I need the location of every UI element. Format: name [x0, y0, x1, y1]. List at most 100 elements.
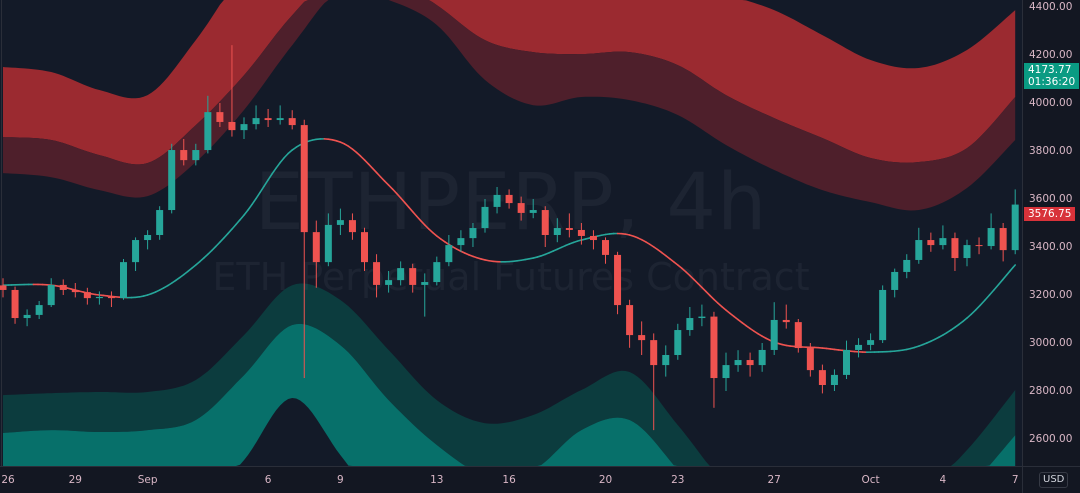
candle [867, 333, 874, 350]
candle [662, 345, 669, 376]
candle [686, 307, 693, 336]
candle [397, 261, 404, 285]
candle-body [590, 236, 597, 240]
candle-body [469, 228, 476, 238]
center-line-segment [260, 186, 264, 192]
currency-button[interactable]: USD [1039, 472, 1068, 488]
time-tick-label: Sep [138, 474, 158, 486]
candle [482, 199, 489, 233]
candle [542, 206, 549, 247]
candle [650, 333, 657, 430]
candle-body [686, 318, 693, 330]
candle [1000, 223, 1007, 261]
time-tick-label: 6 [265, 474, 272, 486]
time-tick-label: 7 [1012, 474, 1019, 486]
candle-body [409, 268, 416, 285]
candle-body [204, 112, 211, 150]
candle [325, 213, 332, 266]
candle-body [747, 360, 754, 365]
time-tick-label: 27 [768, 474, 781, 486]
center-line-segment [248, 204, 252, 210]
candle-body [301, 125, 308, 232]
center-line-segment [208, 250, 212, 254]
candle-body [819, 370, 826, 385]
chart-plot-area[interactable]: ETHPERP, 4h ETH Perpetual Futures Contra… [0, 0, 1022, 466]
candle [241, 117, 248, 139]
candle [216, 103, 223, 127]
center-line-segment [421, 221, 425, 225]
indicator-price-tag: 4173.77 01:36:20 [1024, 63, 1079, 89]
candle [1012, 189, 1019, 254]
candle-body [783, 320, 790, 322]
candle-body [602, 240, 609, 255]
candle-body [638, 335, 645, 340]
candle-body [96, 297, 103, 298]
candle [698, 305, 705, 327]
candle [265, 109, 272, 127]
center-line-segment [360, 156, 364, 160]
candle [602, 237, 609, 263]
center-line-segment [980, 300, 985, 305]
candle-body [494, 195, 501, 207]
candle-body [84, 292, 91, 298]
candle-body [566, 228, 573, 230]
candle [795, 319, 802, 353]
center-line-segment [976, 305, 981, 310]
center-line-segment [377, 173, 381, 177]
candle [301, 120, 308, 378]
center-line-segment [228, 229, 232, 233]
time-tick-label: 4 [940, 474, 947, 486]
candle-body [964, 245, 971, 258]
candle-body [1012, 205, 1019, 251]
candle [24, 309, 31, 326]
candle-body [891, 272, 898, 290]
time-tick-label: 20 [599, 474, 612, 486]
candle [313, 221, 320, 288]
candle-body [831, 375, 838, 385]
indicator-value: 4173.77 [1028, 64, 1075, 76]
candle-body [168, 150, 175, 210]
candle [168, 144, 175, 214]
candle-body [578, 230, 585, 236]
candle-body [879, 290, 886, 340]
candle [819, 365, 826, 394]
center-line-segment [264, 180, 268, 186]
candle-body [698, 317, 705, 318]
price-tick-label: 3400.00 [1029, 240, 1072, 254]
candle-body [253, 118, 260, 124]
price-tick-label: 3600.00 [1029, 192, 1072, 206]
candle-body [277, 118, 284, 120]
candle-body [12, 290, 19, 318]
candle [84, 288, 91, 305]
center-line-segment [204, 254, 208, 258]
candle [277, 105, 284, 124]
candle [964, 240, 971, 266]
candle-body [313, 232, 320, 262]
candle-body [807, 348, 814, 370]
center-line-segment [284, 154, 288, 158]
candle-body [723, 365, 730, 378]
candle-body [132, 240, 139, 262]
candle [638, 321, 645, 355]
candle [0, 278, 7, 297]
price-tick-label: 3800.00 [1029, 144, 1072, 158]
center-line-segment [971, 310, 975, 314]
candle-body [108, 297, 115, 298]
candle [939, 225, 946, 249]
price-tick-label: 4000.00 [1029, 96, 1072, 110]
candle-body [843, 350, 850, 375]
candle [614, 252, 621, 314]
candle [421, 273, 428, 316]
candle-body [735, 360, 742, 365]
candle-body [530, 210, 537, 213]
candle [927, 233, 934, 252]
candle [747, 353, 754, 377]
candle-body [241, 124, 248, 130]
candle-body [771, 320, 778, 350]
center-line-segment [276, 163, 280, 168]
candle-body [518, 203, 525, 213]
candle [144, 230, 151, 249]
time-tick-label: 13 [430, 474, 443, 486]
